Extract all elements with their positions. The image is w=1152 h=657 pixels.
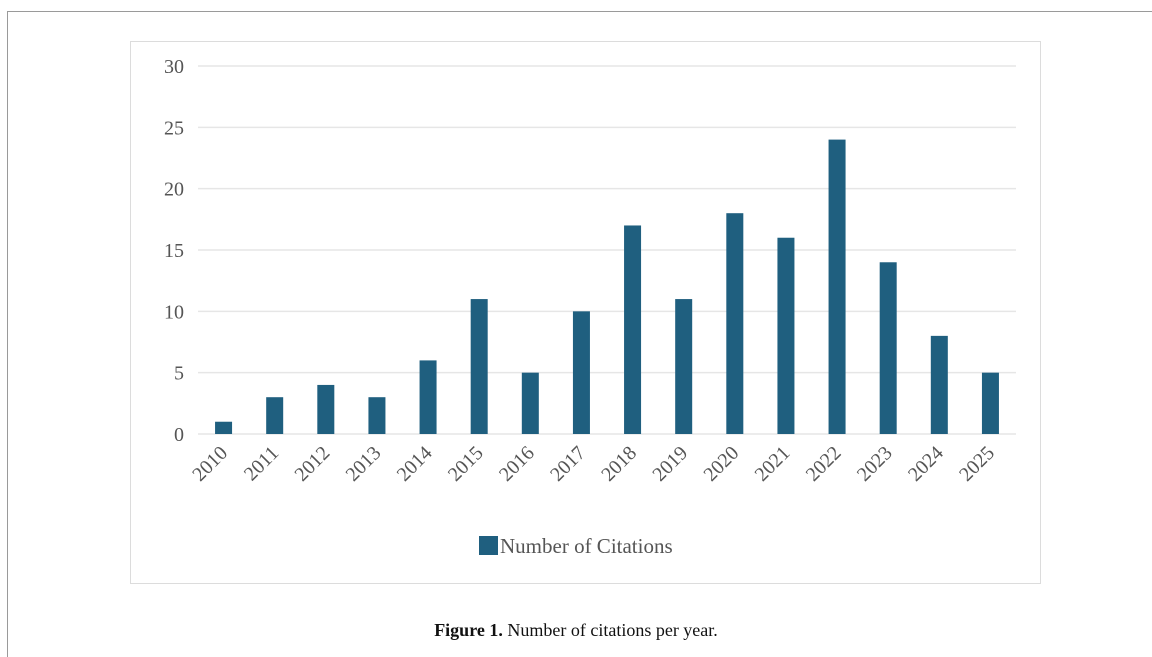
y-tick-label: 25: [164, 117, 184, 139]
y-tick-label: 30: [164, 56, 184, 78]
page-frame: [7, 11, 1152, 657]
bar: [777, 237, 795, 434]
bar: [266, 397, 284, 434]
x-tick-label: 2018: [597, 442, 641, 486]
x-tick-label: 2025: [955, 442, 999, 486]
chart-container: 0 5 10 15 20 25 30 2010 2011 2012 2013 2014 2015 2016…: [130, 41, 1041, 584]
bar: [879, 262, 897, 434]
x-tick-label: 2020: [700, 442, 744, 486]
bar: [726, 213, 744, 434]
legend-swatch: [479, 536, 498, 555]
bar: [419, 360, 437, 434]
x-tick-label: 2024: [904, 442, 948, 486]
x-tick-label: 2011: [240, 442, 283, 485]
y-tick-label: 10: [164, 301, 184, 323]
bar: [675, 299, 693, 434]
y-tick-label: 5: [174, 363, 184, 385]
x-tick-label: 2019: [648, 442, 692, 486]
x-tick-label: 2012: [291, 442, 335, 486]
y-tick-label: 20: [164, 179, 184, 201]
x-tick-label: 2017: [546, 442, 590, 486]
figure-caption-text: Number of citations per year.: [502, 620, 718, 640]
x-tick-label: 2021: [751, 442, 795, 486]
bar: [521, 372, 539, 434]
y-tick-label: 15: [164, 240, 184, 262]
x-tick-label: 2016: [495, 442, 539, 486]
x-tick-label: 2015: [444, 442, 488, 486]
x-tick-label: 2023: [853, 442, 897, 486]
legend-label: Number of Citations: [500, 534, 673, 558]
bar: [368, 397, 386, 434]
x-tick-label: 2013: [342, 442, 386, 486]
bar: [572, 311, 590, 434]
bar: [624, 225, 642, 434]
bar: [930, 335, 948, 434]
x-tick-label: 2022: [802, 442, 846, 486]
x-tick-label: 2014: [393, 442, 437, 486]
bar: [215, 421, 233, 434]
bar: [981, 372, 999, 434]
y-tick-label: 0: [174, 424, 184, 446]
bar: [470, 299, 488, 434]
x-tick-label: 2010: [188, 442, 232, 486]
figure-caption-label: Figure 1.: [434, 620, 503, 640]
bar: [828, 139, 846, 434]
bar: [317, 384, 335, 434]
figure-caption: Figure 1. Number of citations per year.: [0, 620, 1152, 641]
